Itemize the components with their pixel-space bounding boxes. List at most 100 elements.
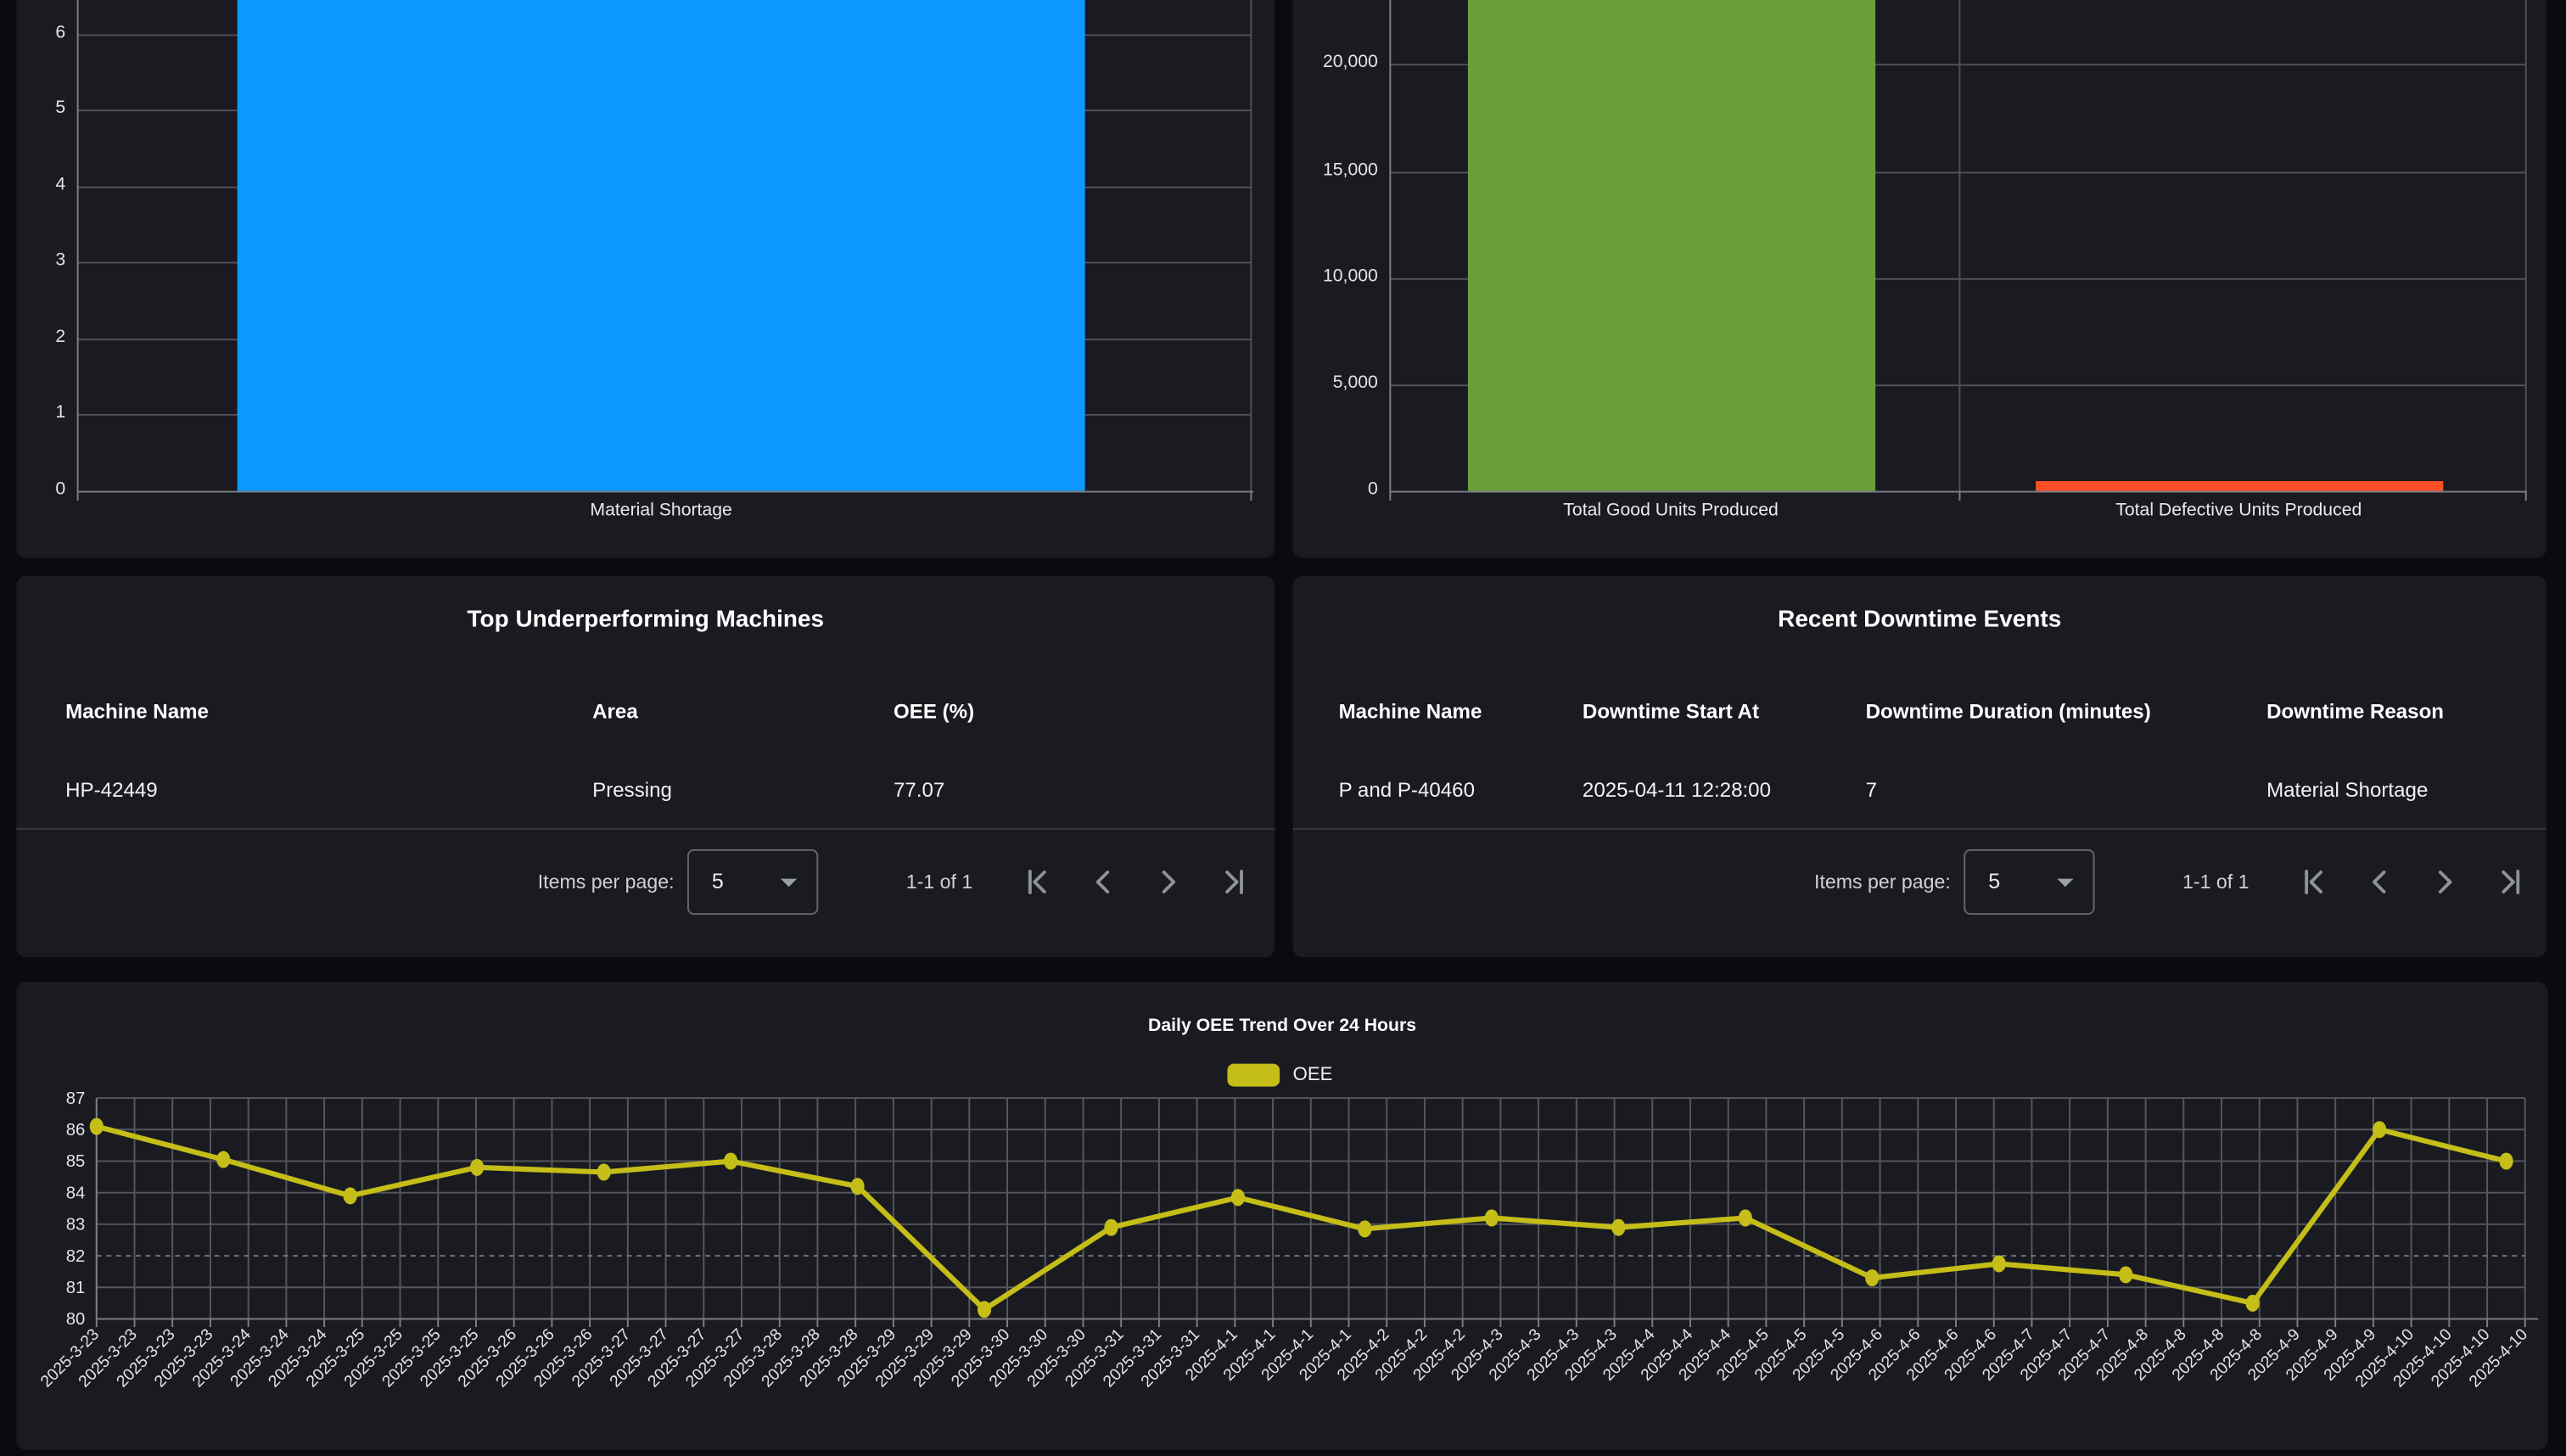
bar-1[interactable] (2036, 480, 2444, 491)
gridline-y (1389, 384, 2525, 386)
x-axis-tick (1250, 490, 1252, 501)
data-point-dot[interactable] (1230, 1189, 1246, 1207)
last-page-button[interactable] (1214, 862, 1253, 901)
recent-downtime-events-card: Recent Downtime Events Machine Name Down… (1292, 575, 2546, 958)
gridline-x (2524, 0, 2527, 491)
previous-page-icon (2373, 870, 2386, 893)
y-axis-tick-label: 5 (55, 98, 66, 119)
items-per-page-label: Items per page: (537, 870, 675, 893)
gridline-x (1250, 0, 1252, 491)
last-page-button[interactable] (2490, 862, 2530, 901)
y-axis-tick-label: 15,000 (1322, 160, 1378, 180)
gridline-y (1389, 64, 2525, 66)
bar-0[interactable] (1467, 0, 1876, 491)
cell-downtime-start: 2025-04-11 12:28:00 (1582, 778, 1772, 802)
select-caret-icon (780, 878, 798, 888)
data-point-dot[interactable] (2119, 1266, 2133, 1284)
next-page-icon (1162, 870, 1176, 893)
downtime-by-reason-chart-card: 0 1 2 3 4 5 6 Material Shortage (16, 0, 1275, 558)
first-page-button[interactable] (1018, 862, 1057, 901)
data-point-dot[interactable] (850, 1178, 865, 1196)
cell-machine-name: P and P-40460 (1338, 778, 1476, 802)
oee-series-line (93, 1123, 2509, 1313)
column-header-oee: OEE (%) (893, 700, 975, 724)
items-per-page-label: Items per page: (1814, 870, 1951, 893)
data-point-dot[interactable] (2373, 1121, 2387, 1139)
x-axis-tick (1958, 490, 1960, 501)
select-caret-icon (2057, 878, 2074, 888)
chart-legend[interactable]: OEE (16, 1062, 2547, 1089)
y-axis-tick-label: 2 (55, 327, 66, 347)
page-size-select[interactable]: 5 (686, 848, 819, 916)
data-point-dot[interactable] (2499, 1152, 2513, 1170)
page-size-select[interactable]: 5 (1964, 848, 2095, 916)
next-page-icon (2438, 870, 2452, 893)
chart-title: Daily OEE Trend Over 24 Hours (1148, 1016, 1417, 1036)
data-point-dot[interactable] (977, 1301, 992, 1319)
x-axis-line (76, 490, 1254, 493)
data-point-dot[interactable] (1865, 1268, 1880, 1287)
y-axis-tick-label: 86 (66, 1121, 86, 1140)
underperforming-paginator: Items per page: 5 1-1 of 1 (16, 848, 1275, 916)
y-axis-tick-label: 80 (66, 1310, 86, 1329)
y-axis-tick-label: 81 (66, 1279, 86, 1297)
first-page-button[interactable] (2294, 862, 2333, 901)
y-axis-tick-label: 3 (55, 250, 66, 271)
y-axis-line (76, 0, 79, 491)
data-point-dot[interactable] (1611, 1218, 1626, 1236)
cell-area: Pressing (592, 778, 672, 802)
data-point-dot[interactable] (1992, 1255, 2006, 1273)
column-header-area: Area (592, 700, 638, 724)
cell-oee: 77.07 (893, 778, 945, 802)
data-point-dot[interactable] (89, 1117, 104, 1135)
column-header-downtime-start: Downtime Start At (1582, 700, 1759, 724)
gridline-y (1389, 171, 2525, 173)
data-point-dot[interactable] (1738, 1209, 1752, 1227)
data-point-dot[interactable] (216, 1151, 231, 1168)
y-axis-tick-label: 6 (55, 22, 66, 42)
y-axis-tick-label: 4 (55, 174, 66, 194)
column-header-machine-name: Machine Name (65, 700, 209, 724)
cell-downtime-reason: Material Shortage (2266, 778, 2429, 802)
page-size-value: 5 (711, 869, 724, 893)
data-point-dot[interactable] (1358, 1220, 1372, 1238)
bar-0[interactable] (237, 0, 1085, 491)
gridline-x (1958, 0, 1960, 491)
legend-label-oee: OEE (1292, 1065, 1333, 1085)
y-axis-tick-label: 5,000 (1332, 372, 1378, 393)
page-range-label: 1-1 of 1 (905, 870, 973, 893)
data-point-dot[interactable] (2245, 1294, 2260, 1312)
units-produced-chart-card: 0 5,000 10,000 15,000 20,000 Total Good Units… (1292, 0, 2546, 558)
data-point-dot[interactable] (1104, 1218, 1118, 1236)
x-axis-tick (76, 490, 79, 501)
y-axis-tick-label: 0 (55, 479, 66, 500)
legend-swatch-oee (1227, 1063, 1280, 1087)
data-point-dot[interactable] (470, 1158, 485, 1176)
category-label: Total Defective Units Produced (2115, 501, 2362, 521)
y-axis-tick-label: 0 (1368, 479, 1378, 500)
data-point-dot[interactable] (597, 1163, 611, 1181)
gridline-y (1389, 277, 2525, 280)
first-page-icon (2305, 870, 2323, 894)
previous-page-button[interactable] (2360, 862, 2399, 901)
previous-page-button[interactable] (1084, 862, 1123, 901)
row-divider (16, 827, 1275, 830)
data-point-dot[interactable] (1484, 1209, 1499, 1227)
y-axis-line (1389, 0, 1392, 491)
data-point-dot[interactable] (724, 1152, 738, 1170)
y-axis-tick-label: 87 (66, 1089, 86, 1108)
next-page-button[interactable] (1149, 862, 1188, 901)
previous-page-icon (1095, 870, 1110, 893)
x-axis-tick (2524, 490, 2527, 501)
next-page-button[interactable] (2425, 862, 2464, 901)
cell-downtime-duration: 7 (1865, 778, 1877, 802)
column-header-machine-name: Machine Name (1338, 700, 1482, 724)
last-page-icon (2502, 870, 2520, 894)
row-divider (1292, 827, 2546, 830)
category-label: Total Good Units Produced (1563, 501, 1779, 521)
data-point-dot[interactable] (343, 1187, 357, 1205)
first-page-icon (1028, 870, 1046, 894)
column-header-downtime-reason: Downtime Reason (2266, 700, 2445, 724)
oee-trend-plot: 2025-3-232025-3-232025-3-232025-3-232025… (37, 1089, 2539, 1391)
